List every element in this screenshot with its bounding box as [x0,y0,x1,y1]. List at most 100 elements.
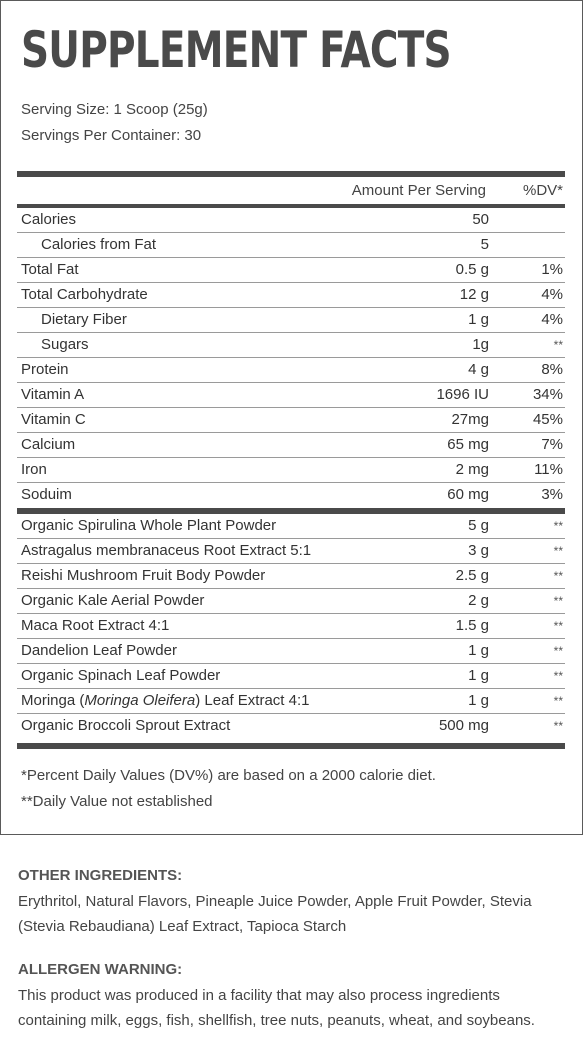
blend-row-amount: 1.5 g [455,617,489,634]
nutrient-row: Calcium 65 mg 7% [17,433,565,458]
blend-table: Organic Spirulina Whole Plant Powder 5 g *… [17,514,565,739]
nutrient-row-name: Protein [21,361,69,378]
nutrient-row-dv: 4% [541,286,563,303]
blend-row-amount: 1 g [468,642,489,659]
blend-row-amount: 2 g [468,592,489,609]
blend-row-amount: 3 g [468,542,489,559]
blend-row: Moringa (Moringa Oleifera) Leaf Extract … [17,689,565,714]
other-ingredients-heading: OTHER INGREDIENTS: [18,867,183,884]
blend-row-name: Organic Broccoli Sprout Extract [21,717,231,734]
header-percent-dv: %DV* [522,182,563,199]
nutrient-row: Dietary Fiber 1 g 4% [17,308,565,333]
blend-row-name: Dandelion Leaf Powder [21,642,177,659]
nutrient-row-dv: 7% [541,436,563,453]
nutrient-row-dv: 11% [534,461,563,478]
serving-size: Serving Size: 1 Scoop (25g) [21,101,208,118]
divider-blend [17,508,565,514]
header-amount-per-serving: Amount Per Serving [351,182,486,199]
page-title: SUPPLEMENT FACTS [21,21,452,79]
nutrient-row-name: Total Carbohydrate [21,286,148,303]
nutrient-row-name: Vitamin C [21,411,86,428]
blend-row-dv: ** [553,619,563,633]
nutrient-row-dv: 34% [532,386,563,403]
nutrient-row-name: Soduim [21,486,72,503]
blend-row-dv: ** [553,719,563,733]
divider-header [17,204,565,208]
latin-name: Moringa Oleifera [84,692,196,709]
nutrient-row-amount: 1 g [468,311,489,328]
nutrient-row-name: Total Fat [21,261,79,278]
blend-row-amount: 500 mg [438,717,489,734]
blend-row-name: Organic Spinach Leaf Powder [21,667,221,684]
nutrient-row-amount: 27mg [451,411,489,428]
blend-row: Maca Root Extract 4:1 1.5 g ** [17,614,565,639]
nutrient-row: Soduim 60 mg 3% [17,483,565,508]
blend-row-name: Reishi Mushroom Fruit Body Powder [21,567,266,584]
nutrient-row-amount: 12 g [459,286,489,303]
nutrient-row-amount: 2 mg [455,461,489,478]
allergen-warning-heading: ALLERGEN WARNING: [18,961,183,978]
divider-bottom [17,743,565,749]
nutrient-row-name: Calories from Fat [41,236,157,253]
nutrient-row-dv: 45% [532,411,563,428]
nutrient-row: Calories from Fat 5 [17,233,565,258]
nutrient-row-amount: 0.5 g [455,261,489,278]
nutrient-row-dv: ** [553,338,563,352]
blend-row-dv: ** [553,544,563,558]
blend-row-amount: 1 g [468,667,489,684]
other-ingredients-text: Erythritol, Natural Flavors, Pineaple Ju… [18,893,532,935]
nutrient-row: Protein 4 g 8% [17,358,565,383]
nutrient-row: Iron 2 mg 11% [17,458,565,483]
nutrient-row: Sugars 1g ** [17,333,565,358]
blend-row: Dandelion Leaf Powder 1 g ** [17,639,565,664]
nutrient-row-dv: 1% [541,261,563,278]
blend-row: Organic Spirulina Whole Plant Powder 5 g *… [17,514,565,539]
nutrient-row-name: Iron [21,461,47,478]
nutrient-row-amount: 65 mg [447,436,489,453]
nutrient-row-amount: 50 [472,211,489,228]
blend-row-name: Organic Spirulina Whole Plant Powder [21,517,277,534]
nutrient-row-amount: 5 [480,236,489,253]
nutrient-row-amount: 1696 IU [436,386,489,403]
blend-row: Organic Kale Aerial Powder 2 g ** [17,589,565,614]
allergen-warning-text: This product was produced in a facility … [18,987,535,1029]
nutrient-row-dv: 8% [541,361,563,378]
blend-row-dv: ** [553,644,563,658]
nutrient-row-name: Calcium [21,436,76,453]
servings-per-container: Servings Per Container: 30 [21,127,202,144]
nutrient-row-amount: 60 mg [447,486,489,503]
blend-row-dv: ** [553,694,563,708]
blend-row-name: Astragalus membranaceus Root Extract 5:1 [21,542,312,559]
nutrient-row: Total Carbohydrate 12 g 4% [17,283,565,308]
nutrient-row-name: Dietary Fiber [41,311,127,328]
blend-row-dv: ** [553,594,563,608]
nutrient-row-name: Sugars [41,336,89,353]
divider-thick [17,171,565,177]
supplement-facts-panel: SUPPLEMENT FACTS Serving Size: 1 Scoop (… [0,0,583,835]
nutrient-row-dv: 3% [541,486,563,503]
blend-row: Organic Spinach Leaf Powder 1 g ** [17,664,565,689]
nutrient-row-amount: 1g [472,336,489,353]
footnote-not-established: **Daily Value not established [21,793,213,810]
blend-row: Organic Broccoli Sprout Extract 500 mg ** [17,714,565,739]
nutrient-row: Total Fat 0.5 g 1% [17,258,565,283]
blend-row-name: Moringa (Moringa Oleifera) Leaf Extract … [21,692,310,709]
blend-row: Astragalus membranaceus Root Extract 5:1… [17,539,565,564]
blend-row-dv: ** [553,669,563,683]
nutrient-row-name: Vitamin A [21,386,85,403]
footnote-percent-dv: *Percent Daily Values (DV%) are based on… [21,767,436,784]
blend-row-dv: ** [553,519,563,533]
nutrient-row: Vitamin C 27mg 45% [17,408,565,433]
nutrient-table: Calories 50 Calories from Fat 5 Total Fat 0.5… [17,208,565,508]
nutrient-row-amount: 4 g [468,361,489,378]
nutrient-row: Calories 50 [17,208,565,233]
blend-row-amount: 1 g [468,692,489,709]
blend-row-dv: ** [553,569,563,583]
nutrient-row-name: Calories [21,211,77,228]
nutrient-row-dv: 4% [541,311,563,328]
blend-row-amount: 5 g [468,517,489,534]
blend-row-name: Organic Kale Aerial Powder [21,592,205,609]
blend-row: Reishi Mushroom Fruit Body Powder 2.5 g ** [17,564,565,589]
blend-row-name: Maca Root Extract 4:1 [21,617,170,634]
blend-row-amount: 2.5 g [455,567,489,584]
